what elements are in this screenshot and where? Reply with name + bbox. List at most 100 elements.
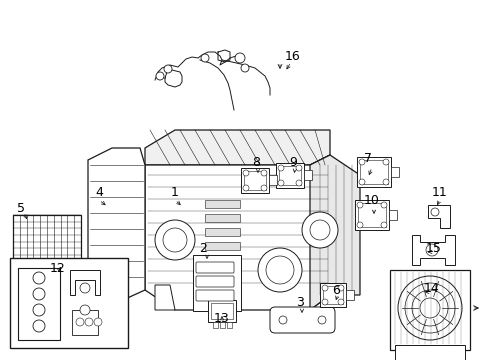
Circle shape — [235, 53, 244, 63]
Bar — [354, 200, 388, 230]
Bar — [389, 270, 469, 350]
Polygon shape — [72, 310, 98, 335]
Circle shape — [317, 316, 325, 324]
Bar — [357, 203, 385, 227]
Bar — [359, 160, 387, 184]
Text: 4: 4 — [95, 186, 103, 199]
Circle shape — [94, 318, 102, 326]
FancyBboxPatch shape — [196, 276, 234, 287]
Polygon shape — [309, 155, 359, 310]
Bar — [193, 255, 241, 311]
Bar — [244, 171, 265, 190]
Circle shape — [261, 185, 266, 191]
Circle shape — [411, 290, 447, 326]
Circle shape — [430, 208, 438, 216]
Bar — [213, 322, 218, 328]
Circle shape — [302, 212, 337, 248]
Text: 3: 3 — [295, 297, 304, 310]
Circle shape — [278, 180, 284, 186]
FancyBboxPatch shape — [196, 262, 234, 273]
Circle shape — [156, 72, 163, 80]
Circle shape — [279, 316, 286, 324]
Circle shape — [243, 185, 248, 191]
Circle shape — [243, 170, 248, 176]
Bar — [210, 303, 232, 319]
Circle shape — [33, 272, 45, 284]
Text: 5: 5 — [17, 202, 25, 216]
Circle shape — [356, 202, 362, 208]
Bar — [304, 170, 311, 180]
Circle shape — [258, 248, 302, 292]
Bar — [226, 322, 231, 328]
Polygon shape — [70, 270, 100, 295]
Polygon shape — [411, 235, 454, 265]
Polygon shape — [204, 242, 240, 250]
Polygon shape — [145, 155, 329, 310]
Circle shape — [380, 202, 386, 208]
Circle shape — [425, 244, 437, 256]
Polygon shape — [155, 285, 175, 310]
Text: 16: 16 — [285, 49, 300, 63]
Bar — [241, 168, 268, 193]
Text: 15: 15 — [425, 242, 441, 255]
Text: 7: 7 — [363, 153, 371, 166]
Circle shape — [337, 299, 343, 305]
Circle shape — [380, 222, 386, 228]
Polygon shape — [427, 205, 449, 228]
Text: 9: 9 — [288, 156, 296, 168]
Circle shape — [265, 256, 293, 284]
FancyBboxPatch shape — [269, 307, 334, 333]
Text: 1: 1 — [171, 186, 179, 199]
Circle shape — [337, 285, 343, 291]
Polygon shape — [204, 228, 240, 236]
Circle shape — [33, 320, 45, 332]
Circle shape — [241, 64, 248, 72]
Bar — [279, 166, 301, 185]
Circle shape — [278, 165, 284, 171]
Polygon shape — [204, 256, 240, 264]
Circle shape — [404, 283, 454, 333]
Bar — [356, 157, 390, 187]
Circle shape — [419, 298, 439, 318]
Bar — [319, 283, 346, 307]
Text: 2: 2 — [199, 242, 206, 255]
Circle shape — [358, 159, 364, 165]
Circle shape — [321, 299, 327, 305]
Circle shape — [295, 180, 302, 186]
Circle shape — [33, 288, 45, 300]
Bar — [18, 268, 60, 340]
Circle shape — [80, 305, 90, 315]
Circle shape — [163, 65, 172, 73]
Bar — [390, 167, 398, 177]
Bar — [10, 258, 128, 348]
Circle shape — [76, 318, 84, 326]
Circle shape — [163, 228, 186, 252]
Text: 6: 6 — [331, 284, 339, 297]
Circle shape — [397, 276, 461, 340]
Circle shape — [358, 179, 364, 185]
Circle shape — [309, 220, 329, 240]
Bar — [207, 300, 236, 322]
Polygon shape — [204, 214, 240, 222]
Text: 11: 11 — [431, 186, 447, 199]
FancyBboxPatch shape — [196, 290, 234, 301]
Bar — [220, 322, 224, 328]
Polygon shape — [145, 130, 329, 165]
Bar — [394, 345, 464, 360]
Bar — [268, 175, 276, 185]
Circle shape — [382, 179, 388, 185]
Circle shape — [295, 165, 302, 171]
Circle shape — [261, 170, 266, 176]
Circle shape — [356, 222, 362, 228]
Circle shape — [33, 304, 45, 316]
Text: 8: 8 — [251, 156, 260, 168]
Circle shape — [382, 159, 388, 165]
Polygon shape — [88, 148, 145, 305]
Circle shape — [155, 220, 195, 260]
Bar — [13, 215, 81, 335]
Polygon shape — [204, 200, 240, 208]
Bar — [275, 163, 304, 188]
Text: 14: 14 — [423, 282, 439, 294]
Circle shape — [85, 318, 93, 326]
Text: 12: 12 — [50, 261, 66, 274]
